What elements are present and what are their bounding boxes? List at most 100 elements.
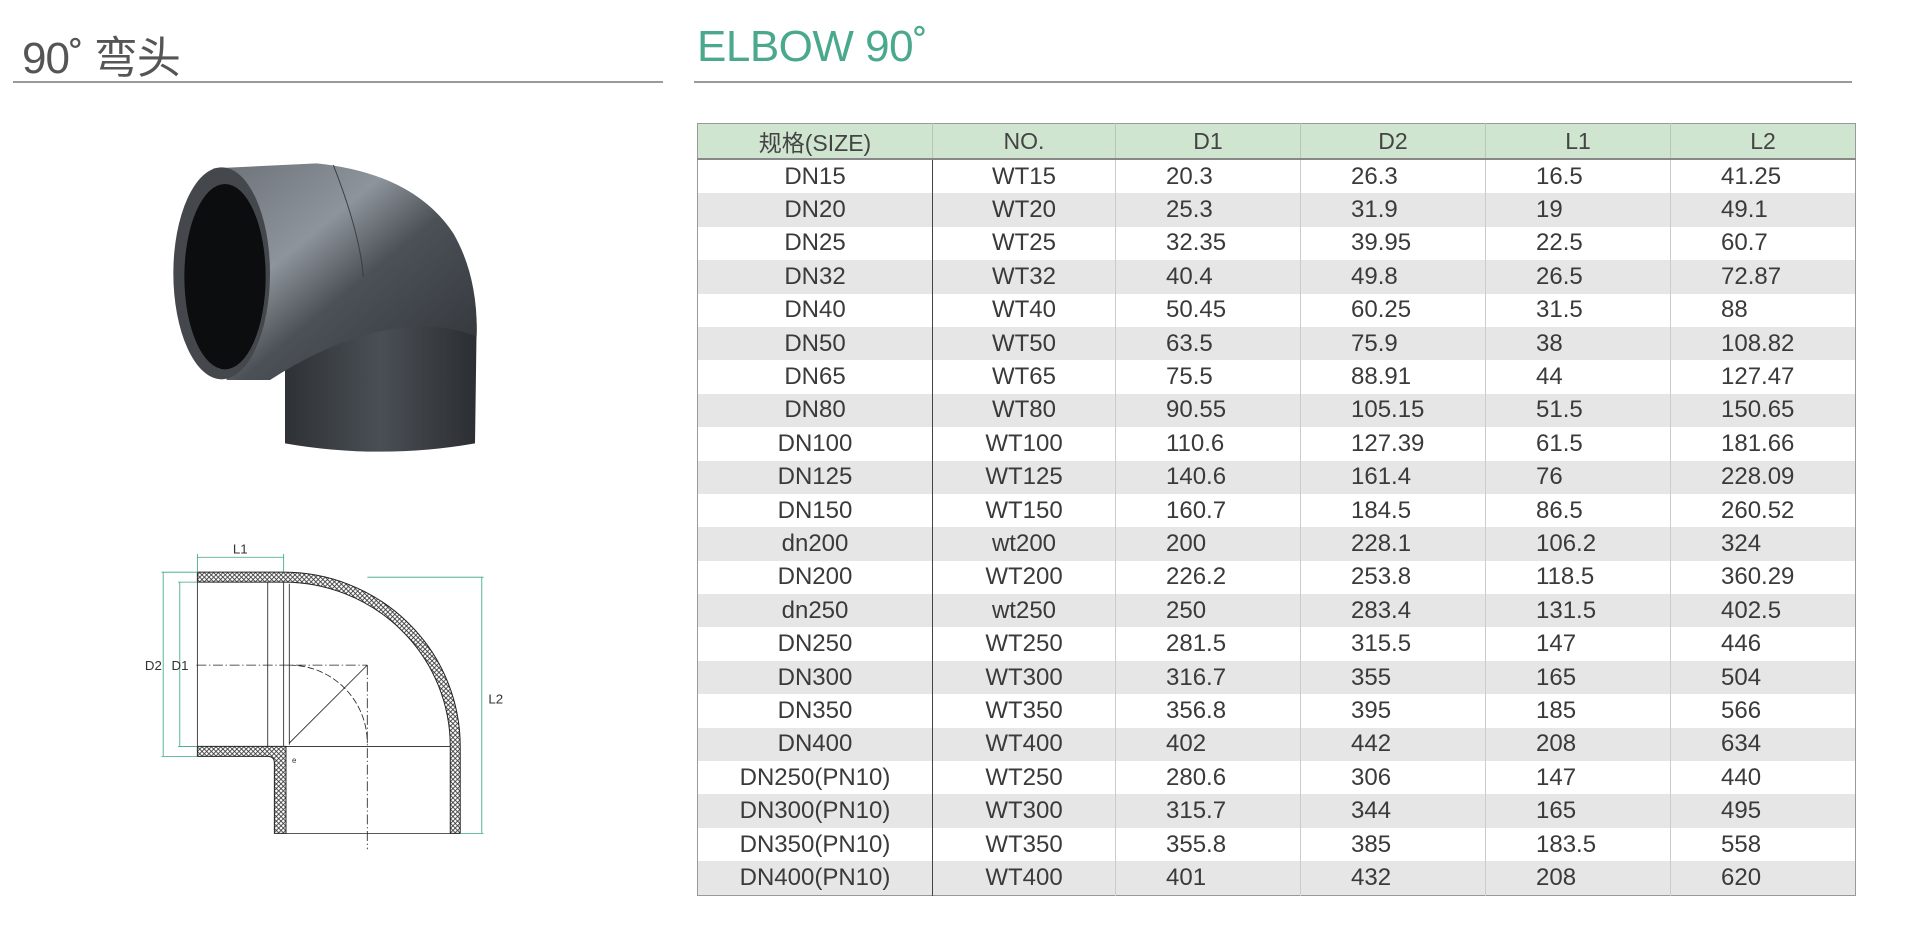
table-row: DN350(PN10) WT350 355.8 385 183.5 558 — [698, 827, 1856, 862]
cell-l2: 181.66 — [1670, 427, 1856, 461]
cell-d1: 32.35 — [1115, 226, 1301, 261]
cell-l2: 620 — [1670, 861, 1856, 896]
cell-no: WT50 — [932, 326, 1116, 361]
cell-d1: 63.5 — [1115, 326, 1301, 361]
table-row: DN25 WT25 32.35 39.95 22.5 60.7 — [698, 226, 1856, 261]
cell-l2: 440 — [1670, 761, 1856, 795]
cell-d1: 226.2 — [1115, 560, 1301, 595]
cell-l1: 26.5 — [1485, 260, 1671, 294]
cell-size: DN125 — [697, 460, 933, 494]
cell-l2: 360.29 — [1670, 560, 1856, 595]
cell-l2: 402.5 — [1670, 594, 1856, 628]
cell-d1: 140.6 — [1115, 460, 1301, 494]
cell-l2: 495 — [1670, 794, 1856, 828]
column-header-no: NO. — [932, 123, 1116, 160]
cell-l2: 634 — [1670, 727, 1856, 762]
cell-size: DN400 — [697, 727, 933, 762]
cell-size: DN300(PN10) — [697, 794, 933, 828]
cell-l2: 228.09 — [1670, 460, 1856, 494]
cell-l2: 60.7 — [1670, 226, 1856, 261]
page-title-english: ELBOW 90˚ — [697, 22, 928, 71]
cell-d2: 88.91 — [1300, 360, 1486, 394]
cell-d2: 432 — [1300, 861, 1486, 896]
cell-d2: 395 — [1300, 694, 1486, 728]
cell-d2: 355 — [1300, 660, 1486, 695]
cell-no: WT80 — [932, 393, 1116, 428]
table-row: DN400 WT400 402 442 208 634 — [697, 727, 1856, 762]
table-row: DN50 WT50 63.5 75.9 38 108.82 — [697, 326, 1856, 361]
cell-d2: 315.5 — [1300, 627, 1486, 661]
cell-d2: 75.9 — [1300, 326, 1486, 361]
cell-size: DN32 — [697, 260, 933, 294]
cell-l1: 38 — [1485, 326, 1671, 361]
cell-l1: 165 — [1485, 794, 1671, 828]
table-row: dn200 wt200 200 228.1 106.2 324 — [697, 527, 1856, 561]
cell-d1: 316.7 — [1115, 660, 1301, 695]
cell-d1: 40.4 — [1115, 260, 1301, 294]
cell-d1: 75.5 — [1115, 360, 1301, 394]
cell-l1: 44 — [1485, 360, 1671, 394]
cell-d1: 50.45 — [1115, 293, 1301, 327]
column-header-l2: L2 — [1670, 123, 1856, 160]
cell-size: DN200 — [777, 563, 853, 591]
cell-l2: 41.25 — [1670, 159, 1856, 194]
cell-d2: 385 — [1300, 827, 1486, 862]
cell-l2: 150.65 — [1670, 393, 1856, 428]
cell-size: DN300 — [697, 660, 933, 695]
cell-l1: 19 — [1485, 193, 1671, 227]
cell-d2: 31.9 — [1300, 193, 1486, 227]
table-row: dn250 wt250 250 283.4 131.5 402.5 — [697, 594, 1856, 628]
cell-l2: 566 — [1670, 694, 1856, 728]
cell-l2: 446 — [1670, 627, 1856, 661]
cell-l2: 260.52 — [1670, 493, 1856, 528]
table-row: DN300 WT300 316.7 355 165 504 — [697, 660, 1856, 695]
cell-no: wt250 — [932, 594, 1116, 628]
cell-l1: 208 — [1485, 727, 1671, 762]
table-row: DN350 WT350 356.8 395 185 566 — [698, 694, 1856, 728]
cell-l1: 16.5 — [1485, 159, 1671, 194]
cell-l2: 504 — [1670, 660, 1856, 695]
cell-no: WT200 — [932, 560, 1116, 595]
cell-d2: 184.5 — [1300, 493, 1486, 528]
cell-l1: 165 — [1485, 660, 1671, 695]
cell-no: wt200 — [932, 527, 1116, 561]
cell-no: WT15 — [932, 159, 1116, 194]
cell-d2: 60.25 — [1300, 293, 1486, 327]
cell-l1: 183.5 — [1485, 827, 1671, 862]
cell-l1: 106.2 — [1485, 527, 1671, 561]
label-d1: D1 — [171, 658, 188, 673]
column-header-d2: D2 — [1300, 123, 1486, 160]
cell-d1: 401 — [1115, 861, 1301, 896]
cell-size: DN65 — [784, 363, 846, 391]
cell-size: DN20 — [697, 193, 933, 227]
label-d2: D2 — [145, 658, 162, 673]
cell-l1: 147 — [1485, 761, 1671, 795]
cell-size: DN400(PN10) — [697, 861, 933, 896]
cell-d2: 39.95 — [1300, 226, 1486, 261]
cell-l1: 86.5 — [1485, 493, 1671, 528]
cell-d2: 306 — [1300, 761, 1486, 795]
cell-no: WT350 — [932, 694, 1116, 728]
cell-no: WT400 — [932, 861, 1116, 896]
cell-d1: 281.5 — [1115, 627, 1301, 661]
table-row: DN100 WT100 110.6 127.39 61.5 181.66 — [698, 427, 1856, 461]
cell-d2: 49.8 — [1300, 260, 1486, 294]
cell-d2: 105.15 — [1300, 393, 1486, 428]
cell-d1: 250 — [1115, 594, 1301, 628]
cell-size: dn250 — [697, 594, 933, 628]
cell-l2: 324 — [1670, 527, 1856, 561]
table-row: DN40 WT40 50.45 60.25 31.5 88 — [698, 293, 1856, 327]
table-row: DN400(PN10) WT400 401 432 208 620 — [697, 861, 1856, 896]
elbow-product-photo — [173, 163, 477, 452]
cell-size: DN25 — [784, 229, 846, 257]
cell-d2: 283.4 — [1300, 594, 1486, 628]
column-header-size: 规格(SIZE) — [697, 123, 933, 160]
cell-l2: 108.82 — [1670, 326, 1856, 361]
cell-no: WT350 — [932, 827, 1116, 862]
cell-d2: 344 — [1300, 794, 1486, 828]
table-row: DN125 WT125 140.6 161.4 76 228.09 — [697, 460, 1856, 494]
cell-d1: 110.6 — [1115, 427, 1301, 461]
elbow-spec-table: 规格(SIZE) NO. D1 D2 L1 L2 DN15 WT15 20.3 26.3 16.5… — [697, 123, 1856, 896]
cell-no: WT40 — [932, 293, 1116, 327]
cell-d2: 228.1 — [1300, 527, 1486, 561]
